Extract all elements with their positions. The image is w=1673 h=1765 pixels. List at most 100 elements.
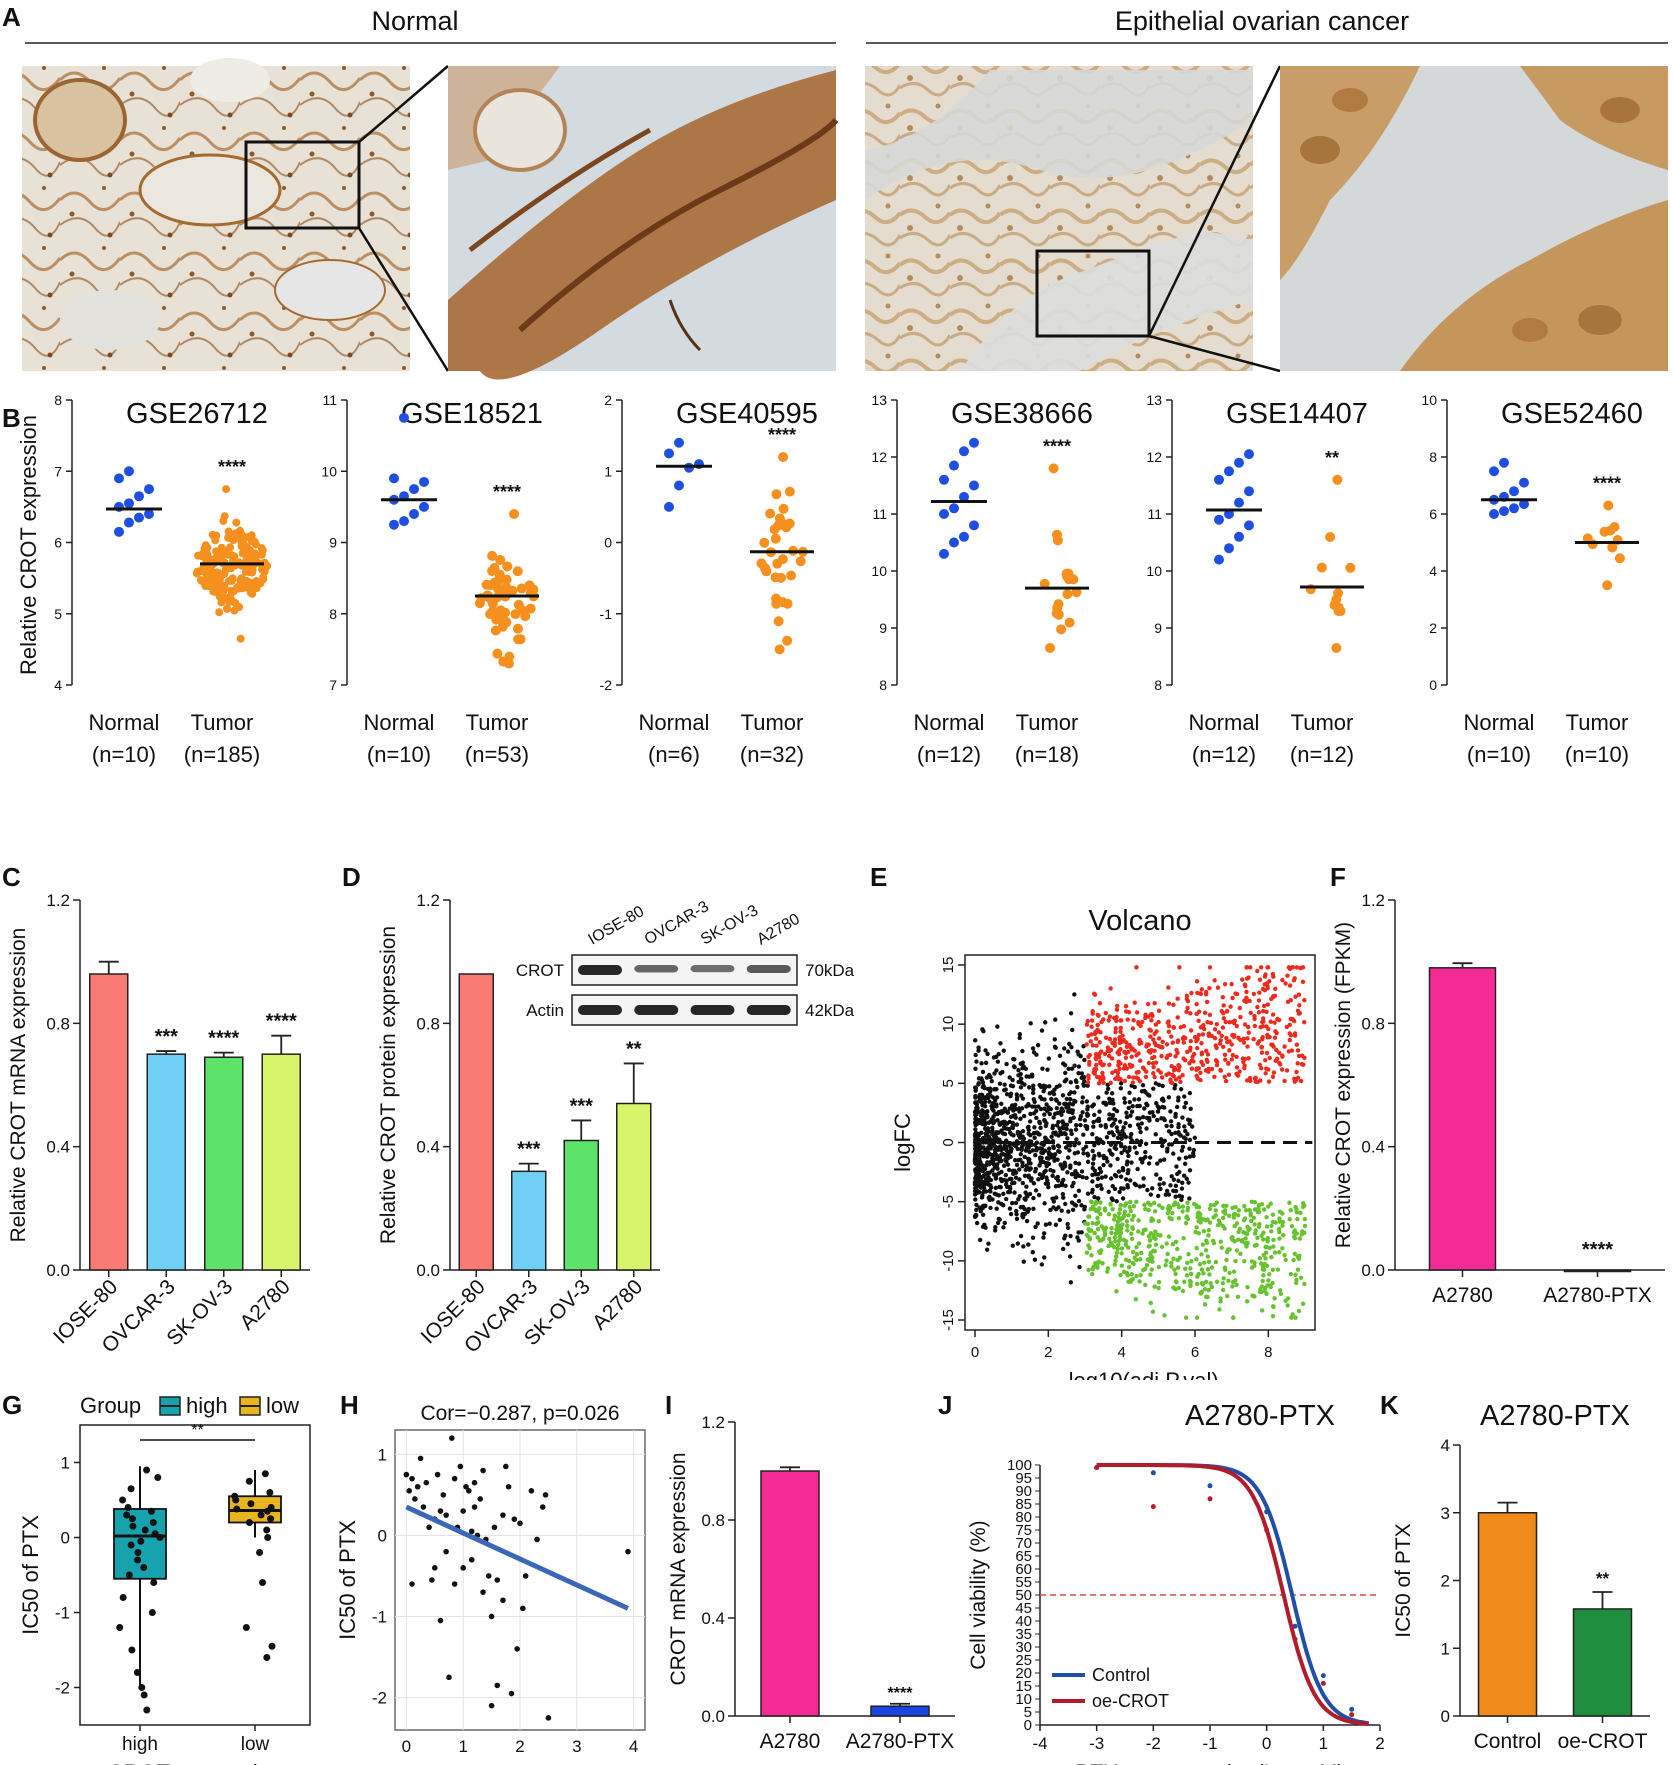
volcano-point-up [1087,1059,1092,1065]
volcano-point [1095,1183,1100,1189]
volcano-point [1059,1163,1064,1168]
volcano-point [1143,1090,1148,1095]
volcano-point-down [1102,1231,1108,1236]
volcano-point [1173,1188,1179,1194]
volcano-point-up [1266,1026,1271,1032]
volcano-point [1211,1241,1217,1246]
scatter-point [420,1504,427,1510]
volcano-point [1064,1096,1069,1102]
scatter-point [491,1524,498,1531]
volcano-point [992,1150,998,1156]
volcano-point [1175,1171,1180,1177]
volcano-point [1214,1059,1220,1065]
volcano-point [1093,1062,1099,1068]
volcano-point [991,1055,997,1060]
volcano-point-up [1085,1018,1090,1024]
volcano-point [977,1143,982,1148]
volcano-point [1043,1222,1049,1227]
volcano-point-down [1271,1244,1276,1249]
volcano-point [1043,1136,1049,1141]
y-tick-label: 60 [1015,1561,1032,1578]
volcano-point [1182,1094,1187,1099]
volcano-point [979,1175,984,1180]
panel-a: Normal Epithelial ovarian cancer [0,0,1673,380]
volcano-point [986,1134,991,1139]
volcano-point [1136,1241,1142,1246]
volcano-point [976,1048,981,1053]
volcano-point [1053,1222,1059,1228]
y-tick-label: 0.4 [1361,1138,1385,1157]
legend-label-high: high [186,1393,228,1418]
volcano-point-up [1134,1053,1139,1058]
volcano-point [1026,1074,1032,1079]
volcano-point [1176,1062,1181,1068]
volcano-point-down [1244,1299,1250,1304]
volcano-point [1023,1148,1029,1153]
volcano-point [1277,1229,1282,1235]
volcano-point [1156,1036,1162,1041]
volcano-point [980,1027,985,1032]
volcano-point [1014,1212,1019,1217]
volcano-point-down [1171,1285,1176,1290]
volcano-point [1070,1183,1075,1189]
volcano-point-up [1247,998,1252,1004]
scatter-point [480,1589,486,1595]
volcano-point [1003,1196,1009,1202]
volcano-point-down [1244,1244,1249,1249]
tumor-label: Tumor [1016,710,1079,735]
volcano-point-up [1248,1010,1253,1015]
volcano-point-up [1194,1067,1199,1073]
volcano-point [988,1205,993,1211]
volcano-point [1214,1062,1220,1068]
volcano-point-down [1112,1262,1118,1267]
volcano-point [1300,965,1306,970]
tumor-point [1056,624,1067,635]
volcano-point-up [1261,1003,1267,1009]
tumor-point [1614,553,1625,564]
volcano-point [1101,1155,1107,1161]
volcano-point [1125,1149,1130,1155]
volcano-point-down [1194,1281,1200,1287]
volcano-point [1004,1157,1009,1163]
volcano-point-up [1206,1031,1212,1036]
volcano-point [1065,1225,1071,1230]
volcano-point [1186,1180,1191,1185]
volcano-point-up [1114,1014,1119,1020]
volcano-point [980,1168,986,1174]
volcano-point [990,1153,995,1159]
volcano-point [1182,1279,1187,1285]
volcano-point-down [1124,1219,1130,1224]
volcano-point [1018,1085,1024,1090]
volcano-point [1269,1223,1274,1228]
y-axis-label: IC50 of PTX [18,1515,43,1635]
volcano-point-down [1272,1296,1277,1301]
volcano-point [1042,1255,1047,1260]
volcano-point [1031,1097,1036,1102]
volcano-point [1063,1233,1068,1238]
volcano-point [974,1220,980,1226]
volcano-point [1153,1229,1158,1234]
volcano-point [1061,1195,1066,1200]
y-tick-label: -2 [55,1679,70,1698]
volcano-point [1085,1191,1091,1196]
x-axis-label: CROT expression [108,1760,282,1765]
volcano-point-up [1265,1035,1270,1040]
tumor-point [230,552,239,561]
volcano-point [1090,1187,1095,1193]
low-point [268,1642,276,1650]
normal-point [389,473,399,484]
volcano-point-up [1241,1059,1246,1065]
high-point [147,1507,155,1515]
volcano-point [1039,1262,1045,1267]
scatter-point [412,1496,418,1502]
volcano-point [1132,1084,1137,1090]
volcano-point [1090,1161,1096,1166]
volcano-point-down [1300,1229,1305,1234]
tumor-label: Tumor [466,710,529,735]
volcano-point-down [1232,1211,1238,1217]
y-tick-label: 1 [61,1454,70,1473]
scatter-point [502,1463,509,1470]
high-point [150,1579,158,1586]
volcano-point-up [1283,981,1288,986]
